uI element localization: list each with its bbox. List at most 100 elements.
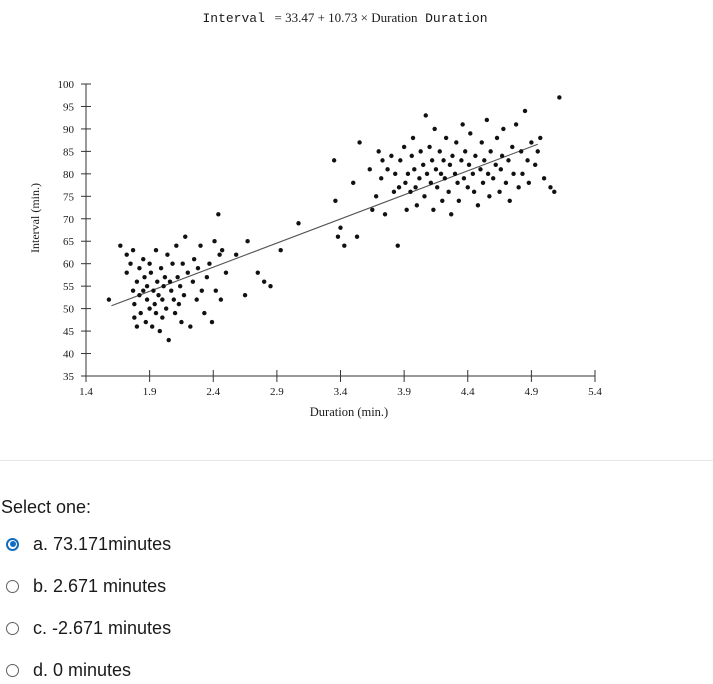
data-point	[455, 180, 460, 186]
data-point	[152, 301, 157, 307]
data-point	[357, 140, 362, 145]
y-tick-label: 90	[63, 124, 75, 136]
data-point	[162, 274, 168, 280]
radio-b[interactable]	[6, 579, 19, 593]
data-point	[456, 198, 462, 203]
data-point	[155, 279, 160, 284]
data-point	[409, 153, 414, 159]
data-point	[202, 310, 207, 316]
data-point	[421, 162, 426, 168]
section-divider	[0, 460, 713, 461]
data-point	[414, 203, 420, 208]
option-d[interactable]: d. 0 minutes	[6, 658, 131, 682]
data-point	[535, 149, 540, 154]
y-tick-label: 65	[63, 236, 75, 248]
y-tick-label: 50	[63, 304, 75, 316]
data-point	[405, 171, 411, 177]
x-tick-label: 4.9	[525, 386, 539, 398]
radio-a[interactable]	[6, 537, 19, 551]
question-prompt: Select one:	[1, 497, 92, 517]
data-point	[525, 158, 530, 163]
data-point	[219, 248, 225, 253]
data-point	[511, 171, 516, 177]
data-point	[435, 185, 440, 190]
data-point	[557, 95, 562, 100]
data-point	[470, 171, 476, 177]
data-point	[479, 140, 484, 145]
data-point	[130, 248, 136, 253]
option-d-label: d. 0 minutes	[33, 659, 132, 680]
data-point	[478, 167, 483, 172]
data-point	[165, 252, 170, 257]
data-point	[195, 265, 201, 271]
option-c[interactable]: c. -2.671 minutes	[6, 616, 171, 640]
data-point	[447, 162, 453, 168]
data-point	[541, 176, 547, 181]
scatter-chart: Interval = 33.47 + 10.73 × Duration Dura…	[28, 10, 602, 419]
data-point	[507, 198, 512, 203]
data-point	[373, 194, 379, 199]
data-point	[218, 297, 224, 302]
data-point	[398, 158, 403, 163]
x-tick-label: 1.4	[79, 386, 93, 398]
data-point	[429, 158, 435, 163]
data-point	[188, 324, 193, 329]
data-point	[431, 207, 436, 212]
data-point	[475, 203, 481, 208]
data-point	[450, 153, 455, 159]
option-b[interactable]: b. 2.671 minutes	[6, 574, 166, 598]
radio-d[interactable]	[6, 663, 19, 677]
x-axis-ticks: 1.4 1.9 2.4 2.9 3.4 3.9 4.4 4.9 5.4	[79, 370, 602, 398]
data-point	[156, 292, 161, 298]
data-point	[480, 180, 486, 186]
data-point	[532, 162, 538, 168]
data-point	[148, 270, 154, 275]
option-a-label: a. 73.171minutes	[33, 533, 172, 554]
data-point	[166, 337, 171, 343]
data-point	[443, 135, 449, 141]
data-point	[296, 221, 301, 226]
data-point	[396, 185, 402, 190]
option-a[interactable]: a. 73.171minutes	[6, 532, 171, 556]
data-point	[153, 310, 159, 316]
data-point	[176, 301, 182, 307]
data-point	[460, 122, 465, 127]
y-tick-label: 80	[63, 169, 75, 181]
data-point	[147, 306, 152, 311]
y-tick-label: 100	[58, 79, 75, 91]
data-point	[408, 189, 413, 195]
y-tick-label: 85	[63, 146, 75, 158]
data-point	[255, 270, 260, 275]
data-point	[427, 144, 432, 150]
data-point	[160, 297, 165, 302]
data-point	[233, 252, 239, 257]
data-point	[137, 265, 142, 271]
radio-c[interactable]	[6, 621, 19, 635]
data-point	[124, 252, 129, 257]
data-point	[403, 180, 408, 186]
data-point	[506, 158, 511, 163]
data-point	[389, 153, 394, 159]
data-point	[380, 158, 385, 163]
data-point	[183, 234, 188, 239]
data-point	[413, 185, 418, 190]
data-point	[376, 149, 381, 154]
data-point	[510, 144, 515, 150]
regression-line	[111, 143, 538, 307]
data-point	[370, 207, 375, 212]
data-point	[446, 189, 451, 195]
data-point	[382, 212, 388, 217]
y-tick-label: 35	[63, 371, 75, 383]
data-point	[144, 297, 150, 302]
data-point	[169, 288, 174, 293]
data-point	[468, 131, 473, 136]
data-points	[106, 95, 562, 343]
data-point	[552, 189, 557, 195]
data-point	[393, 171, 398, 177]
data-point	[516, 185, 521, 190]
data-point	[175, 274, 180, 280]
x-axis-label: Duration (min.)	[310, 405, 388, 419]
data-point	[465, 185, 470, 190]
data-point	[144, 283, 150, 289]
data-point	[484, 117, 490, 123]
